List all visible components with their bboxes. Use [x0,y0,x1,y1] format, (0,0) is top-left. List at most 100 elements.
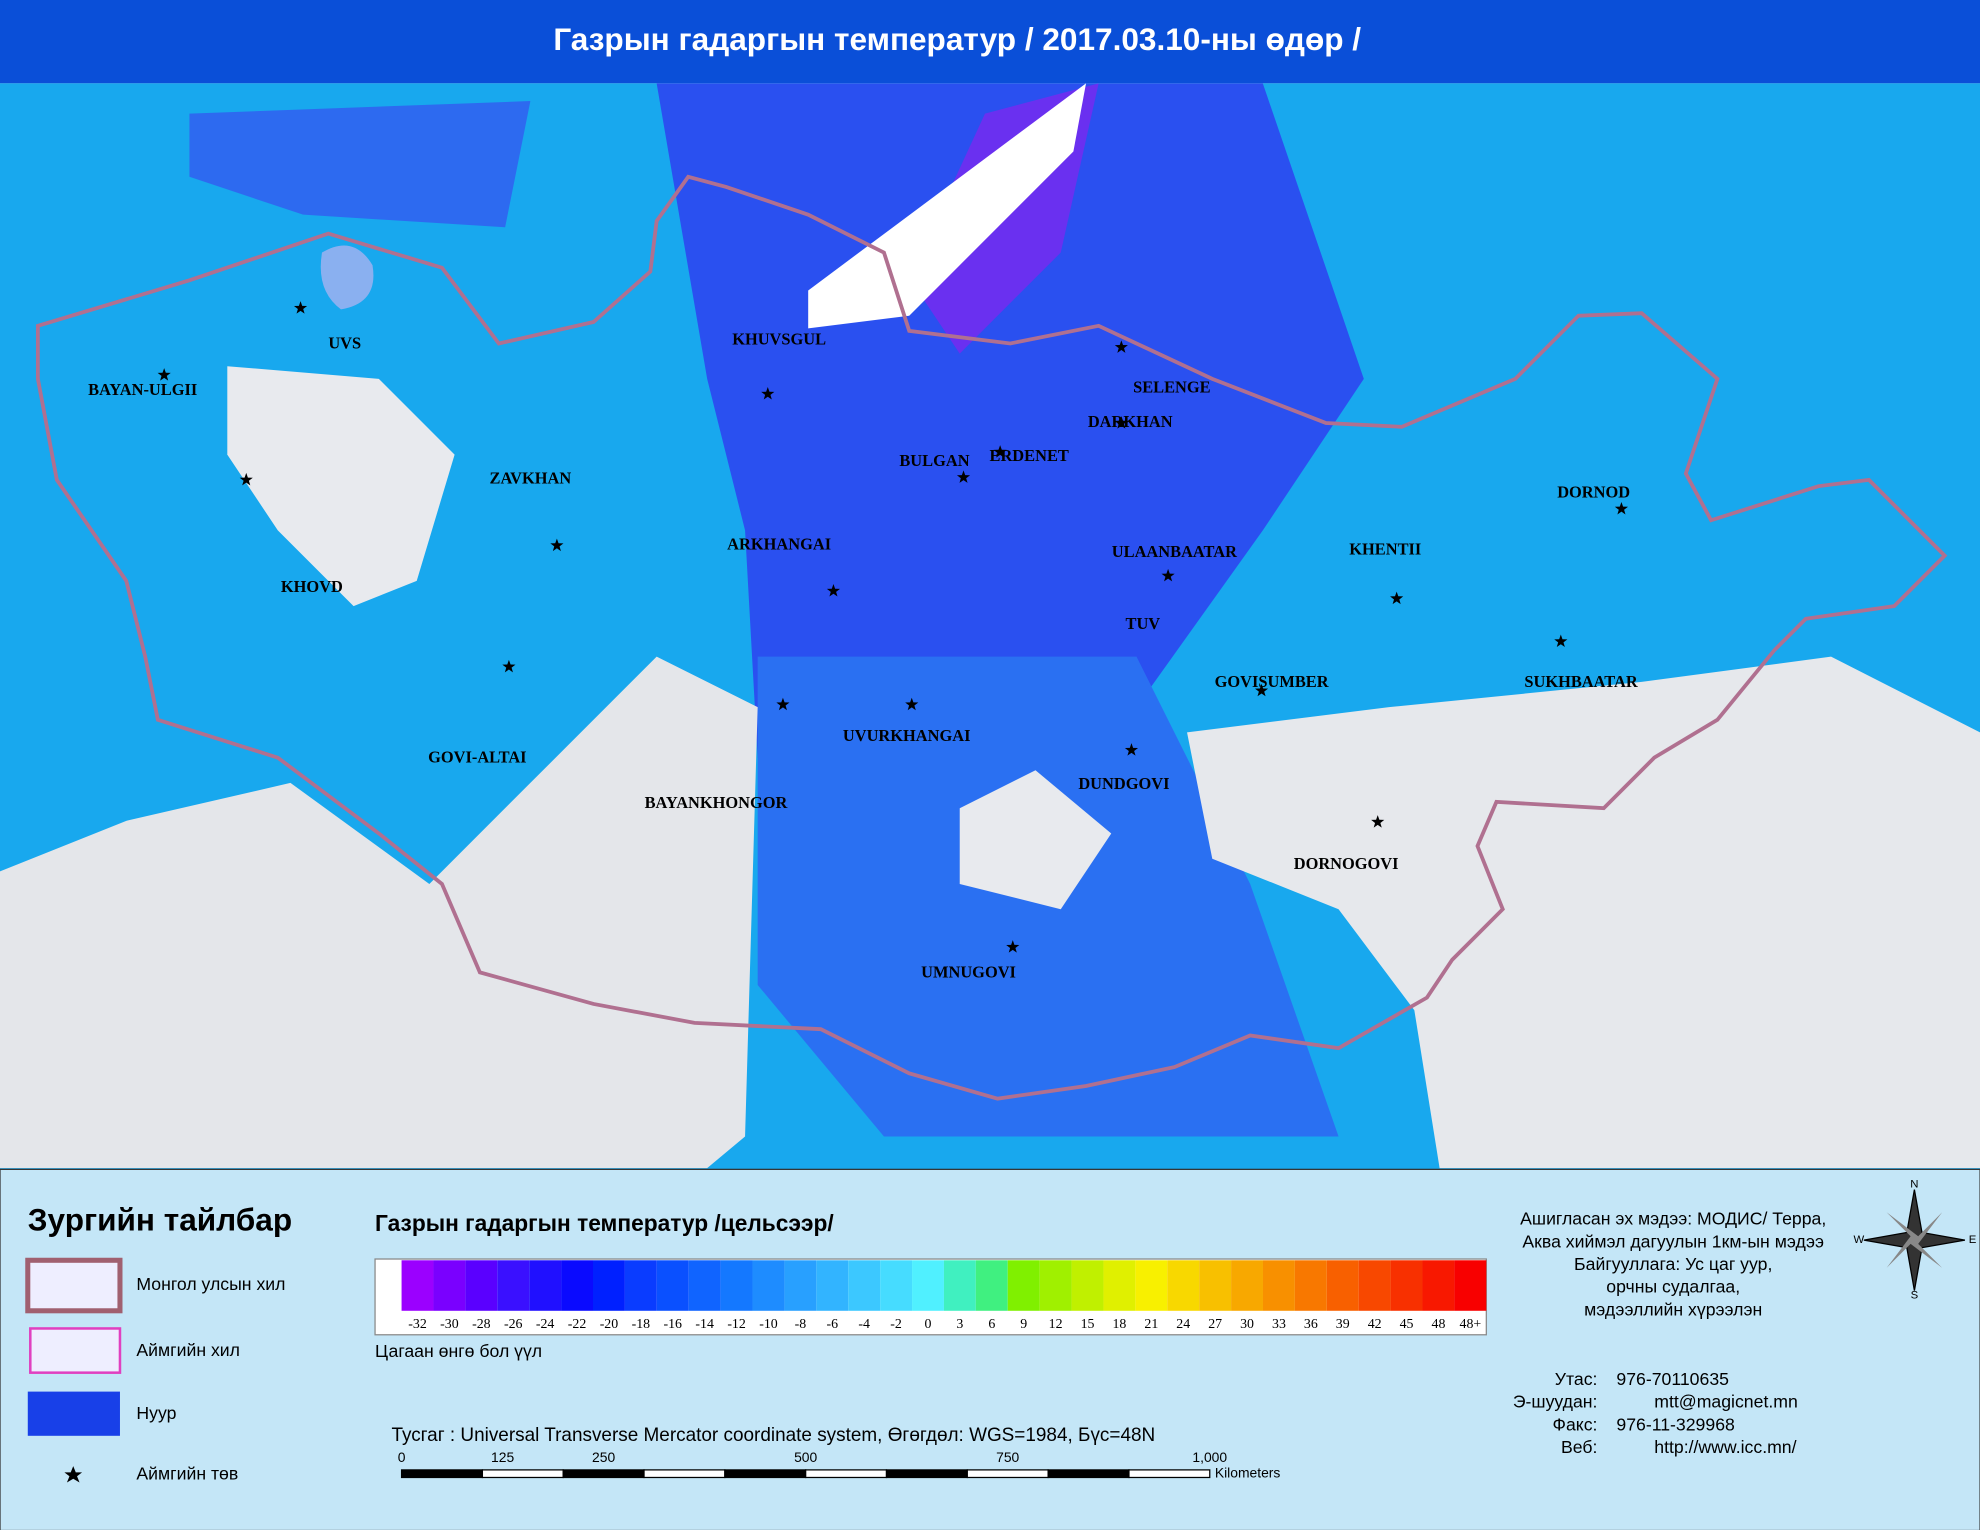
legend-label: Аймгийн хил [136,1340,240,1360]
aimag-center [1554,634,1568,648]
scale-segment [481,1469,564,1479]
place-label: DORNOD [1557,483,1630,502]
compass-w: W [1853,1234,1864,1246]
color-label: -22 [568,1317,587,1332]
scale-segment [805,1469,888,1479]
color-cell [1039,1260,1072,1311]
aimag-center [776,697,790,711]
map: UVS BAYAN-ULGII ZAVKHAN KHOVD KHUVSGUL ARKHAN… [0,83,1980,1170]
color-label: -8 [795,1317,807,1332]
scale-label: 250 [592,1449,615,1465]
color-cell [720,1260,753,1311]
scale-segment [724,1469,807,1479]
aimag-center [1124,743,1139,756]
place-label: SELENGE [1133,378,1211,397]
place-label: GOVI-ALTAI [428,748,526,767]
color-cell [433,1260,466,1311]
legend-swatch [25,1257,123,1314]
scale-segment [400,1469,484,1479]
scale-label: 0 [398,1449,406,1465]
color-cell [561,1260,593,1311]
color-label: 36 [1304,1317,1318,1332]
contact-label: Утас: [1555,1369,1598,1389]
compass-s: S [1911,1290,1919,1302]
color-label: 9 [1020,1317,1027,1332]
contact-label: Веб: [1561,1437,1597,1457]
place-label: DUNDGOVI [1078,774,1169,793]
place-label: BULGAN [899,451,969,470]
scale-label: 500 [794,1449,817,1465]
color-cell [1103,1260,1136,1311]
place-label: SUKHBAATAR [1524,672,1637,691]
cloud [227,366,455,607]
cloud [0,656,758,1169]
color-label: -28 [472,1317,491,1332]
place-label: UVURKHANGAI [843,726,971,745]
place-label: GOVISUMBER [1215,672,1329,691]
color-label: 24 [1176,1317,1190,1332]
projection: Тусгаг : Universal Transverse Mercator c… [391,1425,1155,1446]
place-label: BAYANKHONGOR [645,793,788,812]
color-label: -30 [440,1317,459,1332]
source-line: Байгууллага: Ус цаг уур, [1574,1254,1772,1274]
color-cell [1231,1260,1263,1311]
aimag-center [1006,940,1020,953]
color-label: 3 [956,1317,963,1332]
contact-label: Факс: [1553,1414,1598,1434]
legend-label: Нуур [136,1403,176,1423]
scale-segment [966,1469,1049,1479]
color-cell [688,1260,721,1311]
color-cell [656,1260,689,1311]
aimag-center [761,387,775,400]
color-label: 48 [1432,1317,1446,1332]
color-cell [880,1260,913,1311]
aimag-center [905,697,919,711]
aimag-center [239,472,253,486]
source-line: Аква хиймэл дагуулын 1км-ын мэдээ [1522,1231,1824,1251]
color-cell [1199,1260,1232,1311]
aimag-center [826,584,841,597]
national-border [35,174,1948,1101]
cold-area [189,101,531,228]
color-cell [592,1260,625,1311]
color-label: -6 [826,1317,838,1332]
contact-value: 976-70110635 [1616,1369,1729,1389]
color-label: 33 [1272,1317,1286,1332]
aimag-center [1114,340,1128,353]
color-cell [1326,1260,1359,1311]
color-label: 21 [1144,1317,1158,1332]
color-label: 45 [1400,1317,1414,1332]
place-label: BAYAN-ULGII [88,380,197,399]
color-cell [1262,1260,1295,1311]
color-cell [401,1260,434,1311]
color-label: -2 [890,1317,902,1332]
scale-label: 750 [996,1449,1019,1465]
color-label: 48+ [1460,1317,1482,1332]
color-cell [912,1260,944,1311]
place-label: DORNOGOVI [1294,854,1399,873]
contact-label: Э-шуудан: [1513,1392,1598,1412]
color-label: 12 [1049,1317,1063,1332]
compass: N E S W [1853,1179,1976,1302]
cloud [808,83,1087,329]
place-label: KHOVD [281,577,343,596]
cold-area [656,83,1364,783]
color-cell [497,1260,530,1311]
color-label: 0 [925,1317,932,1332]
aimag-center [1161,568,1175,582]
color-cell [624,1260,657,1311]
place-label: KHUVSGUL [732,330,826,349]
scale-segment [885,1469,968,1479]
compass-e: E [1969,1234,1977,1246]
contact-value: mtt@magicnet.mn [1654,1392,1798,1412]
scale-segment [1047,1469,1130,1479]
source-line: орчны судалгаа, [1606,1277,1740,1297]
aimag-center [157,368,171,381]
color-cell [1390,1260,1423,1311]
place-label: ULAANBAATAR [1112,542,1237,561]
color-label: -26 [504,1317,523,1332]
color-bar: -32 -30 -28 -26 -24 -22 -20 -18 -16 -14 -12 -10 -8 -6… [401,1260,1487,1332]
legend-swatch [29,1327,122,1374]
